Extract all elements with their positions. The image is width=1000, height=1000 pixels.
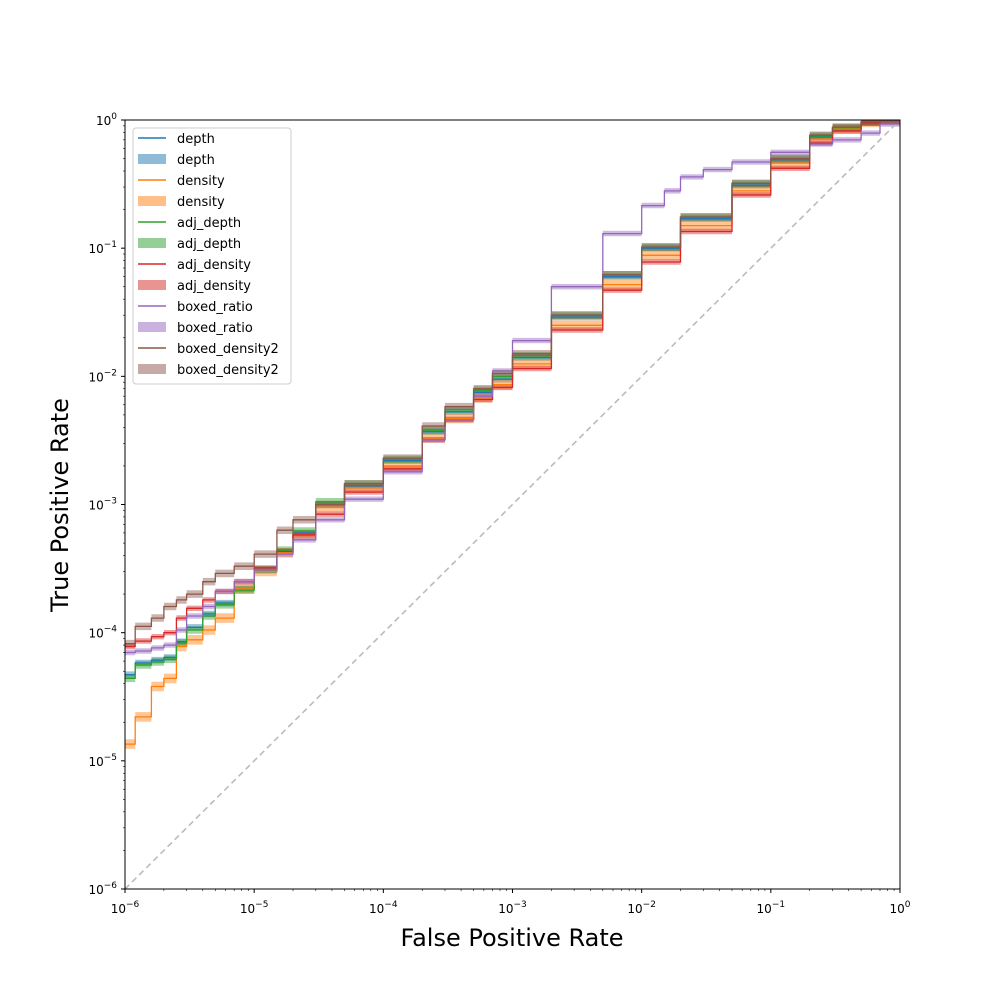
x-tick-label: 100 [889,900,910,916]
band-boxed_ratio [125,120,900,656]
y-tick-label: 10−1 [88,240,117,256]
legend-label: depth [177,153,215,168]
x-tick-label: 10−1 [757,900,786,916]
legend-label: boxed_density2 [177,363,279,378]
legend-label: density [177,195,225,210]
x-axis-ticks: 10−6 10−5 10−4 10−3 10−2 10−1 100 [111,889,911,916]
band-adj_density [125,120,900,650]
legend-label: depth [177,132,215,147]
y-axis-title: True Positive Rate [46,398,74,613]
y-tick-label: 10−5 [88,753,117,769]
legend-label: density [177,174,225,189]
legend-band-swatch [138,196,166,206]
reference-diagonal-line [125,120,900,889]
x-tick-label: 10−3 [498,900,527,916]
legend-band-swatch [138,280,166,290]
legend-label: adj_density [177,279,251,294]
legend-band-swatch [138,364,166,374]
reference-line-layer [125,120,900,889]
y-tick-label: 10−3 [88,497,117,513]
legend-band-swatch [138,238,166,248]
x-axis-title: False Positive Rate [400,924,623,952]
y-tick-label: 10−2 [88,368,117,384]
x-tick-label: 10−5 [240,900,269,916]
legend-band-swatch [138,154,166,164]
legend-label: adj_density [177,258,251,273]
x-tick-label: 10−6 [111,900,140,916]
legend-label: adj_depth [177,216,241,231]
y-axis-ticks: 10−6 10−5 10−4 10−3 10−2 10−1 100 [88,112,125,897]
legend-label: boxed_density2 [177,342,279,357]
legend-band-swatch [138,322,166,332]
series-lines [125,120,900,745]
legend: depth depth density density adj_depth adj_dep… [132,127,292,385]
legend-label: boxed_ratio [177,300,253,315]
y-tick-label: 10−6 [88,881,117,897]
y-tick-label: 100 [96,112,117,128]
legend-label: adj_depth [177,237,241,252]
legend-label: boxed_ratio [177,321,253,336]
x-tick-label: 10−4 [369,900,398,916]
legend-frame [132,127,292,385]
line-boxed_density2 [125,120,900,645]
y-tick-label: 10−4 [88,625,117,641]
x-tick-label: 10−2 [627,900,656,916]
